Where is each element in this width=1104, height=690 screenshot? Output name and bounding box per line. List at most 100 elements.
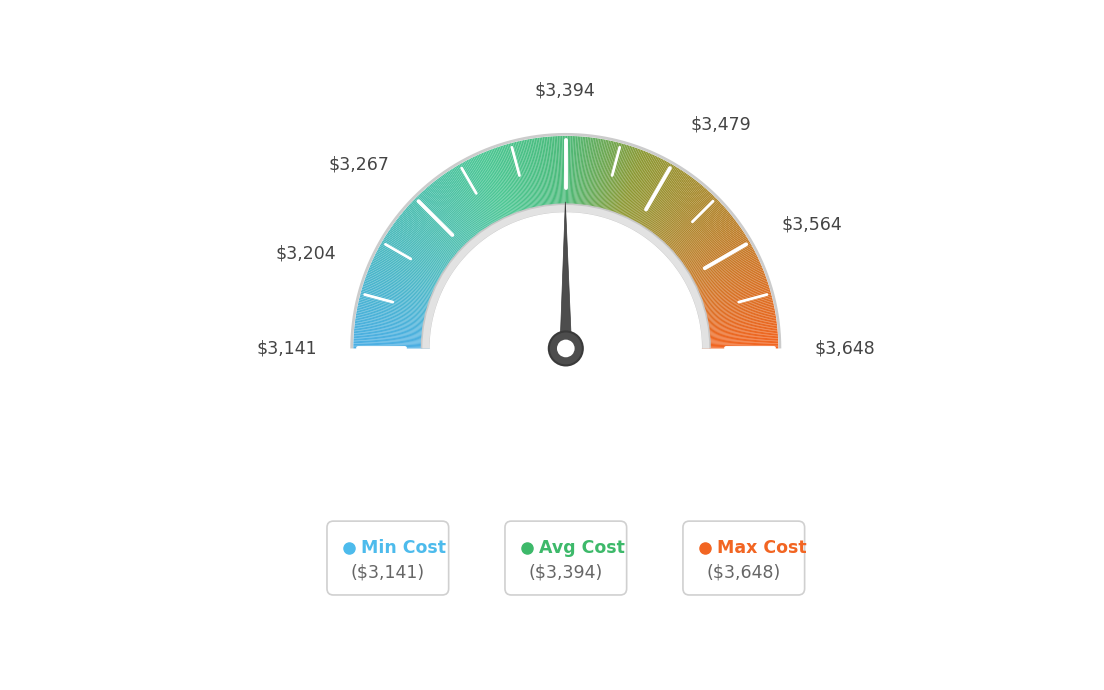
Wedge shape bbox=[631, 162, 670, 230]
Wedge shape bbox=[361, 290, 435, 313]
Wedge shape bbox=[665, 203, 722, 257]
Wedge shape bbox=[394, 222, 457, 269]
Wedge shape bbox=[601, 143, 622, 218]
Wedge shape bbox=[464, 161, 501, 230]
Wedge shape bbox=[421, 193, 474, 250]
Wedge shape bbox=[683, 243, 751, 282]
Wedge shape bbox=[701, 335, 778, 341]
Wedge shape bbox=[353, 340, 431, 344]
Wedge shape bbox=[701, 330, 777, 338]
Wedge shape bbox=[443, 175, 488, 238]
Text: Min Cost: Min Cost bbox=[361, 539, 446, 557]
Wedge shape bbox=[700, 324, 777, 333]
Wedge shape bbox=[658, 193, 711, 250]
Wedge shape bbox=[637, 168, 680, 234]
Wedge shape bbox=[617, 152, 649, 224]
Wedge shape bbox=[399, 215, 460, 264]
Wedge shape bbox=[529, 139, 543, 215]
Wedge shape bbox=[392, 225, 456, 270]
Wedge shape bbox=[659, 195, 713, 251]
Wedge shape bbox=[684, 246, 753, 284]
Wedge shape bbox=[616, 151, 646, 223]
Wedge shape bbox=[572, 136, 577, 213]
Wedge shape bbox=[496, 148, 522, 221]
Wedge shape bbox=[371, 261, 443, 294]
Wedge shape bbox=[363, 284, 436, 308]
Wedge shape bbox=[555, 136, 561, 213]
Text: $3,479: $3,479 bbox=[690, 115, 751, 133]
Wedge shape bbox=[393, 224, 456, 270]
Wedge shape bbox=[598, 142, 618, 217]
Wedge shape bbox=[404, 209, 464, 260]
Text: $3,564: $3,564 bbox=[782, 216, 842, 234]
Wedge shape bbox=[544, 137, 553, 214]
Wedge shape bbox=[602, 144, 624, 218]
Wedge shape bbox=[372, 259, 443, 293]
Wedge shape bbox=[646, 177, 693, 240]
Text: $3,204: $3,204 bbox=[275, 245, 336, 263]
Wedge shape bbox=[481, 152, 513, 224]
Wedge shape bbox=[358, 306, 433, 322]
Wedge shape bbox=[371, 262, 442, 295]
Wedge shape bbox=[359, 299, 434, 318]
Wedge shape bbox=[549, 137, 556, 213]
Wedge shape bbox=[660, 196, 715, 252]
Wedge shape bbox=[679, 230, 743, 274]
Wedge shape bbox=[647, 179, 694, 241]
Wedge shape bbox=[353, 332, 431, 339]
Wedge shape bbox=[353, 333, 431, 340]
Wedge shape bbox=[675, 221, 736, 268]
Wedge shape bbox=[389, 229, 454, 273]
Wedge shape bbox=[505, 144, 528, 219]
Wedge shape bbox=[692, 272, 765, 301]
Wedge shape bbox=[423, 205, 709, 348]
Wedge shape bbox=[626, 158, 662, 228]
Wedge shape bbox=[637, 167, 678, 233]
Wedge shape bbox=[499, 146, 524, 220]
Wedge shape bbox=[405, 208, 464, 259]
Wedge shape bbox=[675, 222, 737, 269]
Wedge shape bbox=[648, 179, 696, 242]
Wedge shape bbox=[644, 175, 689, 238]
Wedge shape bbox=[559, 136, 563, 213]
Wedge shape bbox=[580, 137, 590, 214]
Wedge shape bbox=[418, 195, 473, 251]
Wedge shape bbox=[603, 144, 625, 218]
Wedge shape bbox=[682, 239, 749, 279]
Wedge shape bbox=[701, 342, 778, 345]
Wedge shape bbox=[450, 169, 493, 235]
Wedge shape bbox=[635, 166, 676, 233]
Wedge shape bbox=[585, 138, 597, 215]
Wedge shape bbox=[370, 264, 442, 295]
Wedge shape bbox=[614, 150, 643, 222]
Wedge shape bbox=[634, 165, 673, 232]
Wedge shape bbox=[619, 153, 651, 224]
Wedge shape bbox=[645, 175, 691, 239]
Wedge shape bbox=[436, 179, 484, 242]
Wedge shape bbox=[569, 136, 573, 213]
Wedge shape bbox=[364, 278, 438, 304]
Wedge shape bbox=[639, 170, 682, 235]
Wedge shape bbox=[363, 282, 437, 306]
Wedge shape bbox=[513, 142, 533, 217]
Wedge shape bbox=[376, 250, 446, 287]
Wedge shape bbox=[652, 186, 704, 246]
Wedge shape bbox=[576, 137, 584, 213]
Wedge shape bbox=[397, 217, 459, 266]
Wedge shape bbox=[548, 137, 555, 213]
Wedge shape bbox=[609, 148, 636, 221]
Wedge shape bbox=[677, 228, 742, 273]
Wedge shape bbox=[688, 257, 758, 290]
Wedge shape bbox=[699, 310, 775, 325]
Wedge shape bbox=[694, 282, 768, 306]
Wedge shape bbox=[385, 235, 452, 277]
Wedge shape bbox=[353, 347, 431, 348]
Wedge shape bbox=[700, 315, 776, 328]
Wedge shape bbox=[657, 191, 710, 249]
Text: $3,648: $3,648 bbox=[815, 339, 875, 357]
Wedge shape bbox=[561, 136, 564, 213]
Wedge shape bbox=[370, 266, 440, 297]
Wedge shape bbox=[381, 241, 448, 282]
Wedge shape bbox=[694, 279, 767, 306]
Wedge shape bbox=[384, 237, 450, 279]
